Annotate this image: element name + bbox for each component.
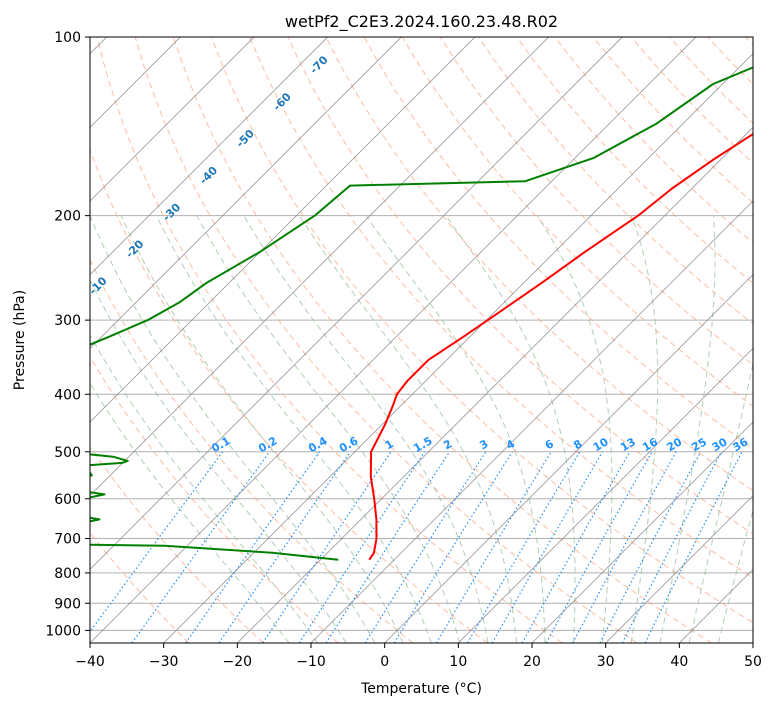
mixing-ratio-line <box>599 451 702 643</box>
mixing-ratio-lines <box>90 451 743 643</box>
moist-adiabat-line <box>90 333 319 643</box>
y-tick-label: 400 <box>54 387 81 403</box>
mixing-ratio-line <box>521 451 631 643</box>
x-tick-label: 20 <box>523 654 541 670</box>
mixing-ratio-line <box>364 451 487 643</box>
moist-adiabat-line <box>536 215 613 643</box>
mixing-ratio-line <box>218 451 351 643</box>
isotherm-line <box>310 200 753 643</box>
isotherm-line <box>458 347 753 643</box>
isotherm-line <box>605 495 753 643</box>
y-axis-label: Pressure (hPa) <box>12 290 28 390</box>
pressure-gridlines <box>90 37 753 631</box>
y-tick-label: 1000 <box>45 623 81 639</box>
plot-frame <box>89 36 754 644</box>
mixing-ratio-line <box>131 451 271 643</box>
dry-adiabat-line <box>96 37 563 643</box>
sounding-series <box>90 66 753 561</box>
mixing-ratio-line <box>435 451 552 643</box>
mixing-ratio-line <box>545 451 653 643</box>
moist-adiabats <box>90 215 753 643</box>
mixing-ratio-line <box>262 451 392 643</box>
x-tick-label: 10 <box>449 654 467 670</box>
dry-adiabat-line <box>287 37 753 535</box>
isotherm-line <box>90 37 328 276</box>
dry-adiabat-line <box>90 355 339 643</box>
x-tick-label: 50 <box>744 654 762 670</box>
y-tick-label: 800 <box>54 566 81 582</box>
isotherm-line <box>237 126 753 643</box>
moist-adiabat-line <box>365 215 546 643</box>
moist-adiabat-line <box>299 215 517 643</box>
moist-adiabat-line <box>243 215 489 643</box>
moist-adiabat-line <box>120 215 404 643</box>
x-tick-label: 40 <box>670 654 688 670</box>
moist-adiabat-line <box>196 215 461 643</box>
mixing-ratio-line <box>325 451 451 643</box>
dry-adiabat-line <box>211 37 753 624</box>
isotherm-line <box>384 274 753 643</box>
x-tick-label: −10 <box>296 654 326 670</box>
x-tick-label: −30 <box>149 654 179 670</box>
moist-adiabat-line <box>90 215 376 643</box>
isotherm-line <box>90 37 402 349</box>
isotherms <box>90 37 753 643</box>
x-tick-label: −40 <box>75 654 105 670</box>
isotherm-line <box>90 37 255 202</box>
dry-adiabat-line <box>90 258 414 643</box>
temperature-profile-line <box>368 132 753 561</box>
chart-title: wetPf2_C2E3.2024.160.23.48.R02 <box>285 12 558 32</box>
y-tick-label: 300 <box>54 313 81 329</box>
mixing-ratio-line <box>644 451 743 643</box>
y-axis-ticks: 100 200 300 400 500 600 700 800 900 1000 <box>45 30 90 639</box>
x-axis-label: Temperature (°C) <box>360 681 482 697</box>
x-tick-label: 30 <box>597 654 615 670</box>
mixing-ratio-line <box>185 451 321 643</box>
moist-adiabat-line <box>155 215 432 643</box>
x-tick-label: −20 <box>223 654 253 670</box>
y-tick-label: 900 <box>54 596 81 612</box>
x-tick-label: 0 <box>380 654 389 670</box>
y-tick-label: 200 <box>54 209 81 225</box>
y-tick-label: 700 <box>54 532 81 548</box>
isotherm-line <box>90 37 697 643</box>
mixing-ratio-line <box>572 451 677 643</box>
moist-adiabat-line <box>659 215 716 643</box>
moist-adiabat-line <box>445 215 576 643</box>
dry-adiabat-line <box>325 37 753 492</box>
dry-adiabat-line <box>90 445 264 643</box>
isotherm-line <box>163 53 753 643</box>
mixing-ratio-line <box>298 451 426 643</box>
dewpoint-profile-line <box>90 66 753 561</box>
dry-adiabat-line <box>172 37 712 643</box>
y-tick-label: 500 <box>54 445 81 461</box>
dry-adiabats <box>90 37 753 643</box>
dry-adiabat-line <box>249 37 753 579</box>
mixing-ratio-line <box>90 451 224 633</box>
dry-adiabat-line <box>516 37 753 284</box>
y-tick-label: 600 <box>54 492 81 508</box>
isotherm-line <box>90 37 549 497</box>
isotherm-line <box>90 37 476 423</box>
moist-adiabat-line <box>630 215 659 643</box>
moist-adiabat-line <box>90 382 290 643</box>
isotherm-line <box>90 37 623 570</box>
isotherm-line <box>531 421 753 643</box>
y-tick-label: 100 <box>54 30 81 46</box>
x-axis-ticks: −40 −30 −20 −10 0 10 20 30 40 50 <box>75 643 762 670</box>
